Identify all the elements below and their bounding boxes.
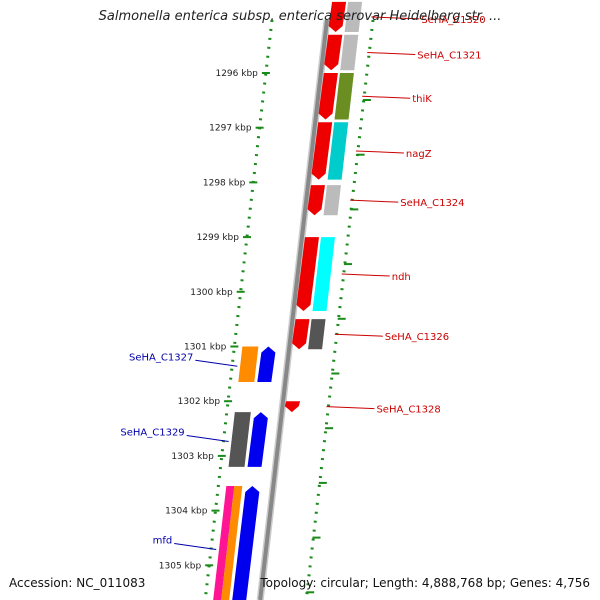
gene-label-leader	[341, 273, 390, 277]
kbp-tick-label: 1301 kbp	[184, 343, 227, 353]
cog-band-thiK	[334, 73, 354, 120]
gene-label-thiK: thiK	[412, 94, 432, 105]
gene-arrow-ndh	[296, 237, 319, 311]
genome-title: Salmonella enterica subsp. enterica sero…	[98, 9, 502, 24]
gene-label-leader	[362, 95, 411, 99]
gene-arrow-nagZ	[311, 122, 333, 180]
kbp-tick-label: 1302 kbp	[178, 397, 221, 407]
gene-arrow-SeHA_C1329	[247, 412, 268, 467]
gene-label-SeHA_C1321: SeHA_C1321	[417, 50, 481, 61]
kbp-tick-label: 1299 kbp	[197, 233, 240, 243]
cog-band-ndh	[312, 237, 335, 311]
topology-text: Topology: circular; Length: 4,888,768 bp…	[260, 576, 590, 590]
gene-label-SeHA_C1320: SeHA_C1320	[421, 15, 485, 26]
gene-arrow-SeHA_C1320	[328, 1, 347, 32]
gene-label-SeHA_C1327: SeHA_C1327	[129, 352, 193, 363]
gene-label-leader	[186, 434, 229, 442]
gene-label-leader	[195, 359, 238, 367]
gene-label-leader	[326, 406, 375, 410]
cog-band-SeHA_C1327	[238, 346, 259, 383]
cog-band-mfd	[221, 485, 243, 600]
gene-layer	[213, 1, 363, 600]
cog-band-SeHA_C1320	[344, 1, 363, 32]
gene-arrow-SeHA_C1326	[292, 319, 310, 350]
gene-arrow-thiK	[318, 73, 338, 120]
gene-label-leader	[371, 16, 420, 20]
gene-label-leader	[355, 150, 404, 154]
kbp-tick-label: 1296 kbp	[215, 69, 258, 79]
cog-band-SeHA_C1329	[228, 412, 251, 467]
backbone-line	[258, 19, 329, 600]
gene-label-SeHA_C1324: SeHA_C1324	[400, 198, 464, 209]
cog-band-SeHA_C1326	[308, 319, 326, 350]
kbp-tick-label: 1305 kbp	[159, 561, 202, 571]
cog-band2-mfd	[213, 485, 235, 600]
right-tick-guide	[304, 19, 375, 600]
backbone	[256, 19, 331, 600]
gene-arrow-SeHA_C1321	[324, 34, 343, 71]
gene-label-leader	[174, 543, 217, 551]
cog-band-SeHA_C1324	[323, 185, 341, 216]
gene-label-SeHA_C1329: SeHA_C1329	[120, 427, 184, 438]
gene-label-leader	[350, 199, 399, 203]
label-layer: SeHA_C1320 SeHA_C1321 thiK nagZ SeHA_C1324nd…	[120, 15, 486, 551]
gene-label-ndh: ndh	[392, 272, 411, 283]
gene-arrow-SeHA_C1328	[284, 401, 301, 413]
kbp-tick-label: 1297 kbp	[209, 124, 252, 134]
gene-label-mfd: mfd	[153, 536, 173, 547]
gene-label-SeHA_C1326: SeHA_C1326	[385, 332, 449, 343]
gene-arrow-mfd	[232, 485, 260, 600]
gene-label-SeHA_C1328: SeHA_C1328	[376, 405, 440, 416]
left-tick-guide	[203, 19, 274, 600]
kbp-tick-label: 1300 kbp	[190, 288, 233, 298]
kbp-tick-label: 1298 kbp	[203, 178, 246, 188]
gene-arrow-SeHA_C1327	[257, 346, 276, 383]
tick-layer: 1296 kbp 1297 kbp 1298 kbp 1299 kbp 1300 kbp…	[159, 19, 375, 600]
gene-label-leader	[367, 51, 416, 55]
kbp-tick-label: 1304 kbp	[165, 507, 208, 517]
cog-band-SeHA_C1321	[340, 34, 359, 71]
gene-label-leader	[334, 333, 383, 337]
accession-text: Accession: NC_011083	[9, 576, 146, 590]
cog-band-nagZ	[327, 122, 349, 180]
gene-label-nagZ: nagZ	[406, 149, 432, 160]
kbp-tick-label: 1303 kbp	[171, 452, 214, 462]
gene-arrow-SeHA_C1324	[307, 185, 325, 216]
